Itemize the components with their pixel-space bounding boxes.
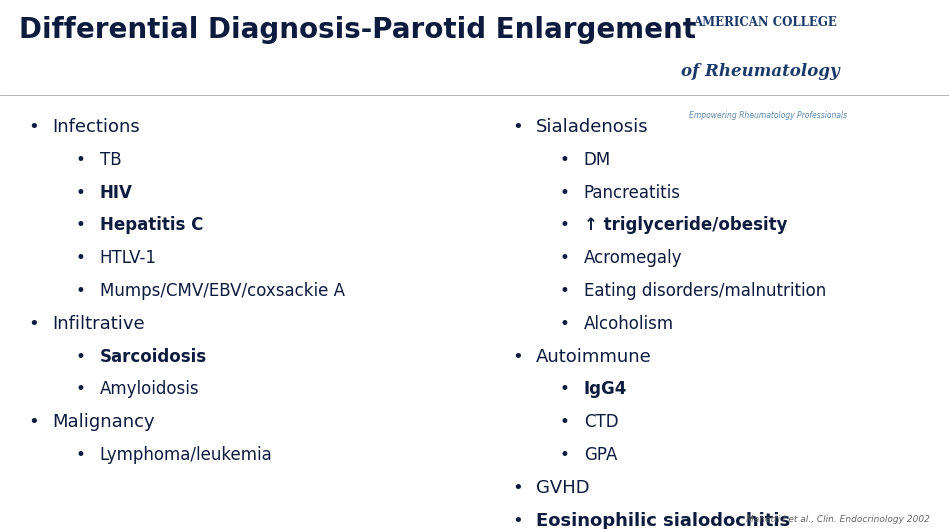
Text: •: •: [76, 282, 85, 300]
Text: AMERICAN COLLEGE: AMERICAN COLLEGE: [693, 16, 837, 29]
Text: Mumps/CMV/EBV/coxsackie A: Mumps/CMV/EBV/coxsackie A: [100, 282, 344, 300]
Text: •: •: [560, 282, 569, 300]
Text: Eosinophilic sialodochitis: Eosinophilic sialodochitis: [536, 512, 791, 529]
Text: •: •: [560, 413, 569, 431]
Text: HIV: HIV: [100, 184, 133, 202]
Text: DM: DM: [584, 151, 611, 169]
Text: •: •: [76, 380, 85, 398]
Text: •: •: [512, 479, 523, 497]
Text: •: •: [560, 184, 569, 202]
Text: •: •: [560, 151, 569, 169]
Text: TB: TB: [100, 151, 121, 169]
Text: •: •: [76, 151, 85, 169]
Text: •: •: [76, 249, 85, 267]
Text: Alcoholism: Alcoholism: [584, 315, 674, 333]
Text: Malignancy: Malignancy: [52, 413, 155, 431]
Text: Lymphoma/leukemia: Lymphoma/leukemia: [100, 446, 272, 464]
Text: •: •: [560, 446, 569, 464]
Text: Sarcoidosis: Sarcoidosis: [100, 348, 207, 366]
Text: Eating disorders/malnutrition: Eating disorders/malnutrition: [584, 282, 826, 300]
Text: •: •: [76, 216, 85, 234]
Text: •: •: [76, 184, 85, 202]
Text: •: •: [512, 348, 523, 366]
Text: •: •: [512, 512, 523, 529]
Text: GVHD: GVHD: [536, 479, 590, 497]
Text: Hepatitis C: Hepatitis C: [100, 216, 203, 234]
Text: •: •: [560, 315, 569, 333]
Text: •: •: [512, 118, 523, 136]
Text: •: •: [560, 216, 569, 234]
Text: •: •: [560, 380, 569, 398]
Text: Autoimmune: Autoimmune: [536, 348, 652, 366]
Text: •: •: [560, 249, 569, 267]
Text: Sialadenosis: Sialadenosis: [536, 118, 649, 136]
Text: Acromegaly: Acromegaly: [584, 249, 682, 267]
Text: •: •: [28, 118, 39, 136]
Text: Manetti I et al., Clin. Endocrinology 2002: Manetti I et al., Clin. Endocrinology 20…: [746, 515, 930, 524]
Text: •: •: [76, 446, 85, 464]
Text: ↑ triglyceride/obesity: ↑ triglyceride/obesity: [584, 216, 787, 234]
Text: •: •: [28, 315, 39, 333]
Text: IgG4: IgG4: [584, 380, 627, 398]
Text: Pancreatitis: Pancreatitis: [584, 184, 680, 202]
Text: Empowering Rheumatology Professionals: Empowering Rheumatology Professionals: [689, 111, 847, 120]
Text: of Rheumatology: of Rheumatology: [681, 63, 840, 80]
Text: Infiltrative: Infiltrative: [52, 315, 145, 333]
Text: CTD: CTD: [584, 413, 618, 431]
Text: Infections: Infections: [52, 118, 140, 136]
Text: GPA: GPA: [584, 446, 617, 464]
Text: HTLV-1: HTLV-1: [100, 249, 157, 267]
Text: •: •: [76, 348, 85, 366]
Text: Differential Diagnosis-Parotid Enlargement: Differential Diagnosis-Parotid Enlargeme…: [19, 16, 696, 44]
Text: •: •: [28, 413, 39, 431]
Text: Amyloidosis: Amyloidosis: [100, 380, 199, 398]
